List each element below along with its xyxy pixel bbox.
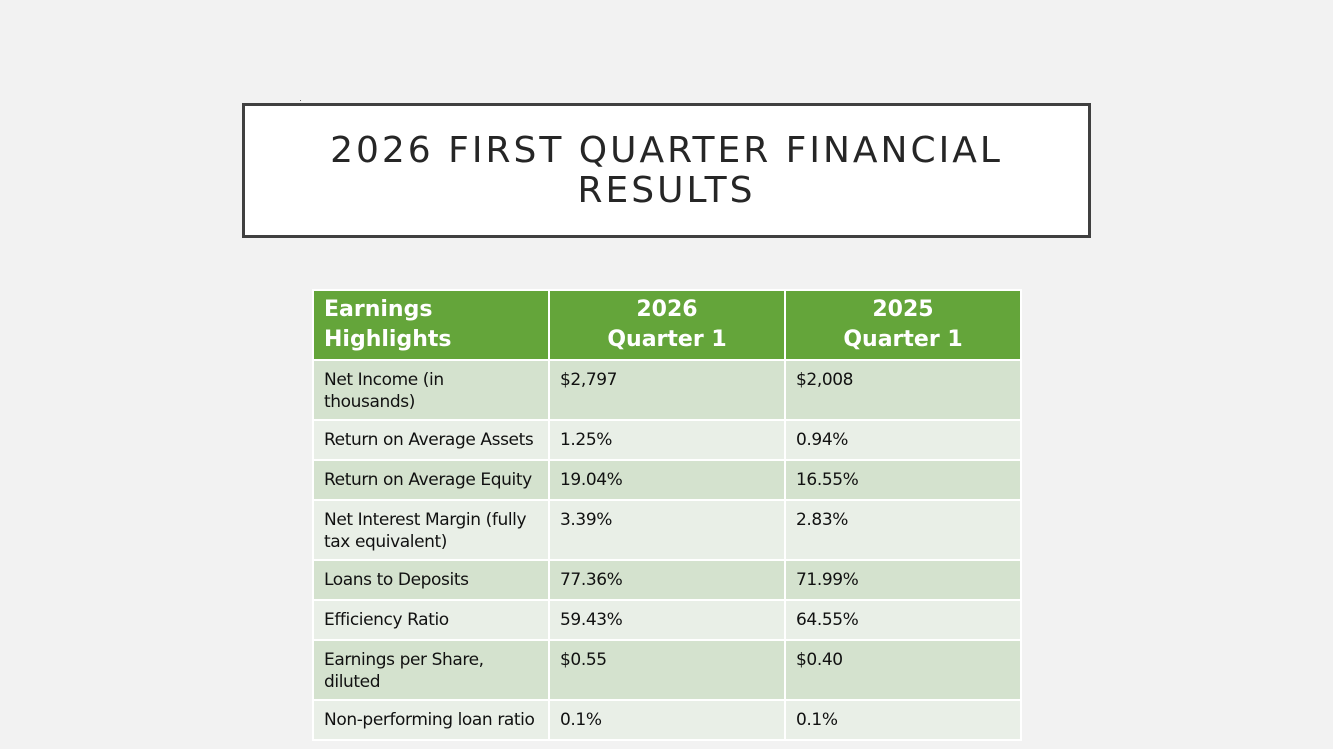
table-row: Loans to Deposits 77.36% 71.99% <box>312 559 1022 601</box>
header-2025-q1: 2025 Quarter 1 <box>784 289 1022 361</box>
value-2025: 16.55% <box>784 459 1022 501</box>
value-2026: 19.04% <box>548 459 786 501</box>
header-label-line2: Highlights <box>324 327 452 352</box>
header-2026-year: 2026 <box>636 297 698 322</box>
table-row: Net Interest Margin (fully tax equivalen… <box>312 499 1022 561</box>
table-row: Non-performing loan ratio 0.1% 0.1% <box>312 699 1022 741</box>
value-2026: 77.36% <box>548 559 786 601</box>
value-2025: 64.55% <box>784 599 1022 641</box>
earnings-highlights-table: Earnings Highlights 2026 Quarter 1 2025 … <box>312 289 1022 741</box>
value-2026: $0.55 <box>548 639 786 701</box>
table-row: Return on Average Equity 19.04% 16.55% <box>312 459 1022 501</box>
table-row: Return on Average Assets 1.25% 0.94% <box>312 419 1022 461</box>
metric-label: Return on Average Assets <box>312 419 550 461</box>
value-2026: 59.43% <box>548 599 786 641</box>
value-2025: 71.99% <box>784 559 1022 601</box>
value-2025: 2.83% <box>784 499 1022 561</box>
artifact-dot <box>300 100 301 101</box>
value-2025: 0.94% <box>784 419 1022 461</box>
header-2026-q1: 2026 Quarter 1 <box>548 289 786 361</box>
value-2025: 0.1% <box>784 699 1022 741</box>
metric-label: Loans to Deposits <box>312 559 550 601</box>
value-2026: 0.1% <box>548 699 786 741</box>
header-2025-year: 2025 <box>872 297 934 322</box>
header-2025-quarter: Quarter 1 <box>843 327 963 352</box>
value-2026: 3.39% <box>548 499 786 561</box>
value-2025: $2,008 <box>784 359 1022 421</box>
header-earnings-highlights: Earnings Highlights <box>312 289 550 361</box>
value-2025: $0.40 <box>784 639 1022 701</box>
title-box: 2026 FIRST QUARTER FINANCIAL RESULTS <box>242 103 1091 238</box>
slide-title: 2026 FIRST QUARTER FINANCIAL RESULTS <box>330 129 1003 211</box>
metric-label: Efficiency Ratio <box>312 599 550 641</box>
metric-label: Earnings per Share, diluted <box>312 639 550 701</box>
table-row: Net Income (in thousands) $2,797 $2,008 <box>312 359 1022 421</box>
header-label-line1: Earnings <box>324 297 433 322</box>
value-2026: 1.25% <box>548 419 786 461</box>
metric-label: Net Income (in thousands) <box>312 359 550 421</box>
value-2026: $2,797 <box>548 359 786 421</box>
table-row: Efficiency Ratio 59.43% 64.55% <box>312 599 1022 641</box>
metric-label: Non-performing loan ratio <box>312 699 550 741</box>
metric-label: Return on Average Equity <box>312 459 550 501</box>
header-2026-quarter: Quarter 1 <box>607 327 727 352</box>
metric-label: Net Interest Margin (fully tax equivalen… <box>312 499 550 561</box>
table-header-row: Earnings Highlights 2026 Quarter 1 2025 … <box>312 289 1022 361</box>
table-row: Earnings per Share, diluted $0.55 $0.40 <box>312 639 1022 701</box>
